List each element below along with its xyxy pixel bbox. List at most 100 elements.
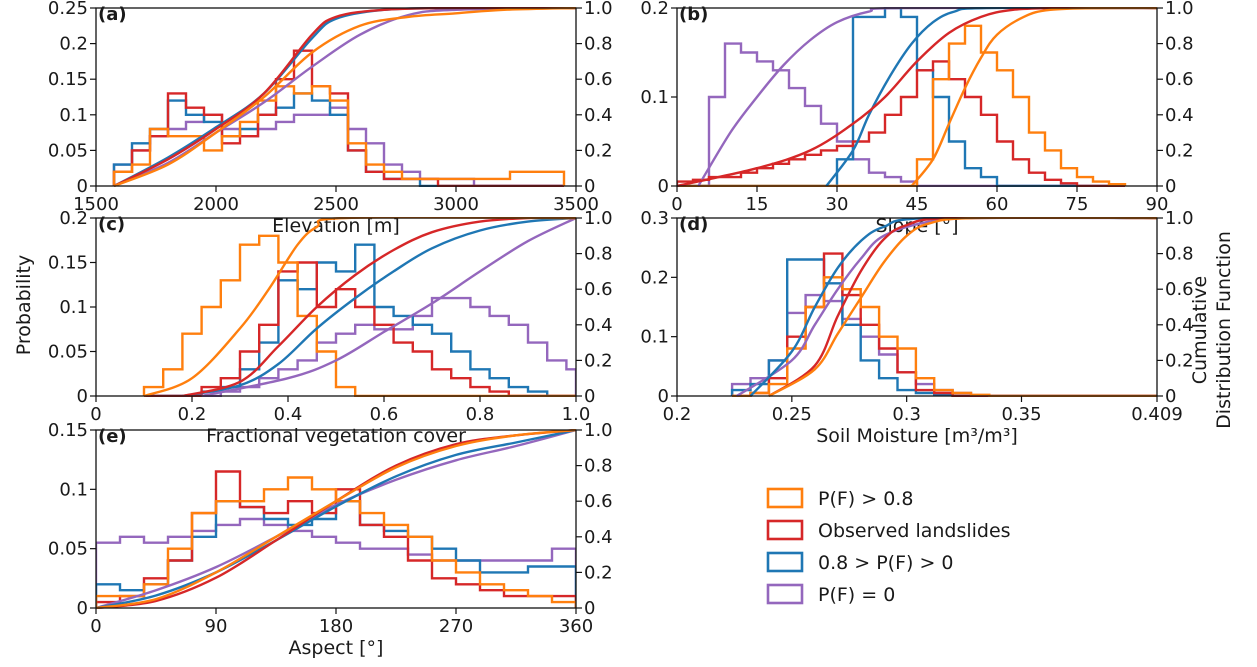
y-tick-label-b: 0.2 bbox=[640, 0, 669, 19]
y-right-tick-label-c: 0 bbox=[584, 386, 595, 407]
hist-observed-a bbox=[112, 49, 564, 187]
x-tick-label-e: 180 bbox=[319, 616, 353, 637]
panel-label-c: (c) bbox=[98, 214, 125, 235]
hist-p_mid-c bbox=[144, 243, 576, 397]
y-right-tick-label-c: 0.4 bbox=[584, 315, 613, 336]
hist-observed-b bbox=[677, 60, 1125, 187]
plot-area-d bbox=[730, 217, 1157, 397]
x-tick-label-d: 0.35 bbox=[1001, 404, 1041, 425]
y-tick-label-a: 0.15 bbox=[48, 69, 88, 90]
y-tick-label-b: 0 bbox=[658, 176, 669, 197]
panel-b: 0 15 30 45 60 75 9000.10.200.20.40.60.81.0(b)S… bbox=[640, 0, 1193, 237]
x-tick-label-b: 75 bbox=[1066, 194, 1089, 215]
legend-item-p_mid: 0.8 > P(F) > 0 bbox=[766, 551, 954, 574]
cdf-p_mid-c bbox=[182, 217, 576, 397]
x-tick-label-d: 0.2 bbox=[663, 404, 692, 425]
y-right-tick-label-b: 0 bbox=[1165, 176, 1176, 197]
x-tick-label-c: 0.2 bbox=[178, 404, 207, 425]
x-tick-label-d: 0.3 bbox=[892, 404, 921, 425]
cdf-p_mid-e bbox=[96, 429, 576, 609]
y-right-tick-label-b: 0.4 bbox=[1165, 105, 1194, 126]
y-axis-label-cdf-line1: Cumulative bbox=[1189, 276, 1211, 384]
x-tick-label-e: 360 bbox=[559, 616, 593, 637]
y-tick-label-a: 0.05 bbox=[48, 140, 88, 161]
y-tick-label-e: 0.15 bbox=[48, 420, 88, 441]
y-tick-label-d: 0.3 bbox=[640, 208, 669, 229]
x-axis-label-d: Soil Moisture [m³/m³] bbox=[816, 425, 1018, 447]
x-tick-label-e: 270 bbox=[439, 616, 473, 637]
panel-a: 1500 2000 2500 3000 350000.050.10.150.20.250… bbox=[48, 0, 613, 237]
y-right-tick-label-e: 0.8 bbox=[584, 456, 613, 477]
x-axis-label-e: Aspect [°] bbox=[289, 637, 384, 659]
panel-label-e: (e) bbox=[98, 426, 127, 447]
panel-d: 0.2 0.25 0.3 0.35 0.40900.10.20.300.20.40.60… bbox=[640, 208, 1193, 447]
legend-label-observed: Observed landslides bbox=[818, 520, 1011, 542]
hist-p_zero-a bbox=[112, 106, 564, 187]
plot-area-e bbox=[96, 429, 576, 609]
x-tick-label-b: 0 bbox=[671, 194, 682, 215]
cdf-p_mid-b bbox=[825, 7, 1157, 187]
y-right-tick-label-c: 1.0 bbox=[584, 208, 613, 229]
hist-p_mid-d bbox=[730, 258, 1157, 397]
y-tick-label-e: 0.1 bbox=[59, 479, 88, 500]
hist-p_high-c bbox=[142, 234, 576, 397]
y-right-tick-label-d: 0.2 bbox=[1165, 350, 1194, 371]
panel-c: 0 0.2 0.4 0.6 0.8 1.000.050.10.150.200.20.40.… bbox=[48, 208, 613, 447]
x-axis-label-c: Fractional vegetation cover bbox=[206, 425, 466, 447]
y-right-tick-label-b: 0.6 bbox=[1165, 69, 1194, 90]
x-tick-label-b: 30 bbox=[826, 194, 849, 215]
x-tick-label-b: 45 bbox=[906, 194, 929, 215]
legend-label-p_high: P(F) > 0.8 bbox=[818, 488, 913, 510]
y-right-tick-label-c: 0.2 bbox=[584, 350, 613, 371]
x-tick-label-b: 90 bbox=[1146, 194, 1169, 215]
y-tick-label-a: 0.25 bbox=[48, 0, 88, 19]
x-tick-label-b: 60 bbox=[986, 194, 1009, 215]
y-tick-label-d: 0.1 bbox=[640, 327, 669, 348]
y-right-tick-label-a: 0.6 bbox=[584, 69, 613, 90]
x-tick-label-a: 3500 bbox=[553, 194, 599, 215]
legend-label-p_mid: 0.8 > P(F) > 0 bbox=[818, 552, 954, 574]
y-tick-label-d: 0.2 bbox=[640, 267, 669, 288]
y-right-tick-label-e: 0.6 bbox=[584, 491, 613, 512]
x-tick-label-c: 0.8 bbox=[466, 404, 495, 425]
y-right-tick-label-c: 0.6 bbox=[584, 279, 613, 300]
cdf-p_zero-a bbox=[113, 7, 576, 187]
y-tick-label-e: 0 bbox=[77, 598, 88, 619]
legend-item-p_high: P(F) > 0.8 bbox=[766, 487, 913, 510]
x-axis-label-a: Elevation [m] bbox=[272, 215, 400, 237]
legend-swatch-p_mid bbox=[766, 551, 804, 573]
plot-area-b bbox=[677, 7, 1157, 187]
y-tick-label-b: 0.1 bbox=[640, 87, 669, 108]
y-right-tick-label-a: 0.4 bbox=[584, 105, 613, 126]
panels-group: 1500 2000 2500 3000 350000.050.10.150.20.250… bbox=[48, 0, 1194, 659]
x-tick-label-b: 15 bbox=[746, 194, 769, 215]
x-tick-label-e: 90 bbox=[205, 616, 228, 637]
legend-item-p_zero: P(F) = 0 bbox=[766, 583, 895, 606]
y-right-tick-label-c: 0.8 bbox=[584, 244, 613, 265]
y-right-tick-label-b: 0.8 bbox=[1165, 34, 1194, 55]
x-tick-label-c: 1.0 bbox=[562, 404, 591, 425]
y-tick-label-c: 0.1 bbox=[59, 297, 88, 318]
x-tick-label-a: 2500 bbox=[313, 194, 359, 215]
x-tick-label-a: 3000 bbox=[433, 194, 479, 215]
panel-e: 0 90 180 270 36000.050.10.1500.20.40.60.81.0… bbox=[48, 420, 613, 659]
hist-observed-d bbox=[732, 252, 1157, 397]
y-right-tick-label-d: 0 bbox=[1165, 386, 1176, 407]
y-right-tick-label-a: 1.0 bbox=[584, 0, 613, 19]
cdf-observed-c bbox=[182, 217, 576, 397]
y-tick-label-a: 0 bbox=[77, 176, 88, 197]
legend-swatch-p_high bbox=[766, 487, 804, 509]
y-right-tick-label-a: 0.8 bbox=[584, 34, 613, 55]
y-tick-label-c: 0.15 bbox=[48, 253, 88, 274]
axes-frame-d bbox=[676, 217, 1158, 397]
y-axis-label-cdf-line2: Distribution Function bbox=[1213, 231, 1235, 429]
y-right-tick-label-d: 0.8 bbox=[1165, 244, 1194, 265]
panel-label-b: (b) bbox=[679, 4, 708, 25]
cdf-p_zero-c bbox=[201, 217, 576, 397]
x-tick-label-c: 0.4 bbox=[274, 404, 303, 425]
y-right-tick-label-e: 1.0 bbox=[584, 420, 613, 441]
y-tick-label-d: 0 bbox=[658, 386, 669, 407]
legend-swatch-p_zero bbox=[766, 583, 804, 605]
y-tick-label-a: 0.2 bbox=[59, 34, 88, 55]
